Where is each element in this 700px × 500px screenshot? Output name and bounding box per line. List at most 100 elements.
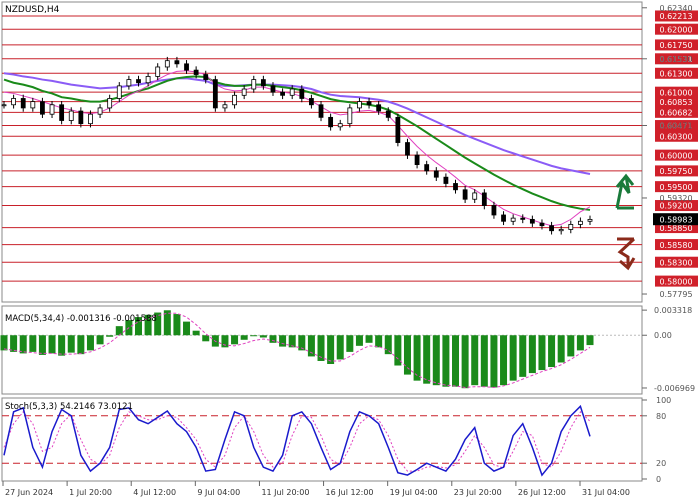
candle-body	[280, 91, 285, 96]
candle-body	[222, 104, 228, 109]
macd-bar	[10, 335, 18, 352]
chart-title: NZDUSD,H4	[5, 5, 60, 15]
candle-body	[59, 104, 65, 121]
macd-bar	[375, 335, 383, 348]
level-label: 0.58300	[659, 258, 692, 267]
macd-bar	[0, 335, 8, 351]
macd-bar	[288, 335, 296, 348]
candle-body	[30, 101, 36, 109]
candle-body	[193, 69, 199, 75]
candle-body	[232, 94, 237, 106]
macd-bar	[403, 335, 411, 375]
level-label-box	[655, 23, 698, 35]
macd-bar	[519, 335, 527, 377]
macd-bar	[500, 335, 508, 386]
candle-body	[40, 101, 45, 115]
price-tick-label: 0.57795	[659, 290, 692, 299]
x-tick-label: 27 Jun 2024	[5, 488, 53, 497]
candle-body	[529, 218, 535, 224]
level-label: 0.60471	[659, 122, 692, 131]
price-tick-label: 0.59320	[659, 194, 692, 203]
x-tick-label: 26 Jul 12:00	[518, 488, 566, 497]
macd-bar	[442, 335, 450, 387]
macd-bar	[365, 335, 373, 343]
macd-bar	[548, 335, 556, 368]
macd-tick-label: 0.00	[654, 331, 672, 340]
x-tick-label: 23 Jul 20:00	[454, 488, 502, 497]
macd-bar	[48, 335, 56, 354]
level-label: 0.60300	[659, 132, 692, 141]
level-label: 0.62000	[659, 25, 692, 34]
macd-bar	[250, 335, 258, 337]
candle-body	[78, 110, 84, 125]
level-label-box	[655, 96, 698, 108]
level-label-box	[655, 239, 698, 251]
candle-body	[462, 189, 468, 200]
candle-body	[501, 214, 506, 222]
macd-bar	[355, 335, 363, 346]
candle-body	[174, 60, 180, 65]
candle-body	[376, 104, 382, 112]
level-label: 0.61000	[659, 88, 692, 97]
candle-body	[88, 113, 93, 125]
level-label: 0.60000	[659, 151, 692, 160]
candle-body	[328, 116, 334, 128]
moving-average-line	[3, 75, 591, 211]
candle-body	[587, 218, 593, 222]
candle-body	[203, 74, 209, 80]
macd-bar	[221, 335, 229, 348]
candle-body	[309, 98, 314, 106]
candle-body	[510, 217, 516, 222]
candle-body	[443, 176, 449, 184]
level-label-box	[655, 39, 698, 51]
candle-body	[472, 192, 478, 200]
candle-body	[577, 220, 583, 225]
price-panel	[1, 1, 643, 303]
macd-bar	[298, 335, 306, 351]
candle-body	[289, 88, 295, 96]
level-label-box	[655, 275, 698, 287]
candle-body	[241, 88, 247, 96]
candle-body	[395, 116, 401, 143]
level-label: 0.60853	[659, 98, 692, 107]
candle-body	[251, 79, 257, 90]
macd-bar	[115, 326, 123, 336]
candle-body	[481, 192, 487, 206]
candle-body	[385, 110, 391, 118]
macd-indicator: 0.003318 0.00 -0.006969	[0, 306, 695, 393]
candle-body	[136, 79, 141, 84]
level-label-box	[655, 165, 698, 177]
stochastic-tick-label: 100	[656, 396, 671, 405]
macd-bar	[576, 335, 584, 351]
stochastic-tick-label: 20	[656, 459, 666, 468]
macd-bar	[202, 335, 210, 342]
macd-bar	[96, 335, 104, 345]
level-label: 0.58000	[659, 277, 692, 286]
stochastic-tick-label: 80	[656, 412, 666, 421]
candle-body	[1, 104, 7, 107]
candle-body	[318, 104, 324, 118]
price-tick-label: 0.61530	[659, 55, 692, 64]
macd-bar	[317, 335, 325, 361]
candle-body	[155, 66, 161, 77]
macd-bar	[480, 335, 488, 387]
candle-body	[549, 225, 554, 232]
candle-body	[107, 98, 113, 109]
macd-bar	[173, 314, 181, 336]
level-label: 0.58580	[659, 241, 692, 250]
level-label-box	[655, 10, 698, 22]
candle-body	[116, 85, 122, 99]
candle-body	[405, 142, 410, 156]
macd-bar	[423, 335, 431, 384]
candle-body	[366, 101, 372, 106]
macd-signal-line	[3, 312, 591, 388]
level-label-box	[655, 120, 698, 132]
current-price-label: 0.58983	[659, 215, 692, 224]
candle-body	[20, 98, 26, 109]
candle-body	[558, 229, 564, 232]
x-tick-label: 16 Jul 12:00	[326, 488, 374, 497]
candle-body	[260, 79, 266, 87]
macd-bar	[509, 335, 517, 381]
